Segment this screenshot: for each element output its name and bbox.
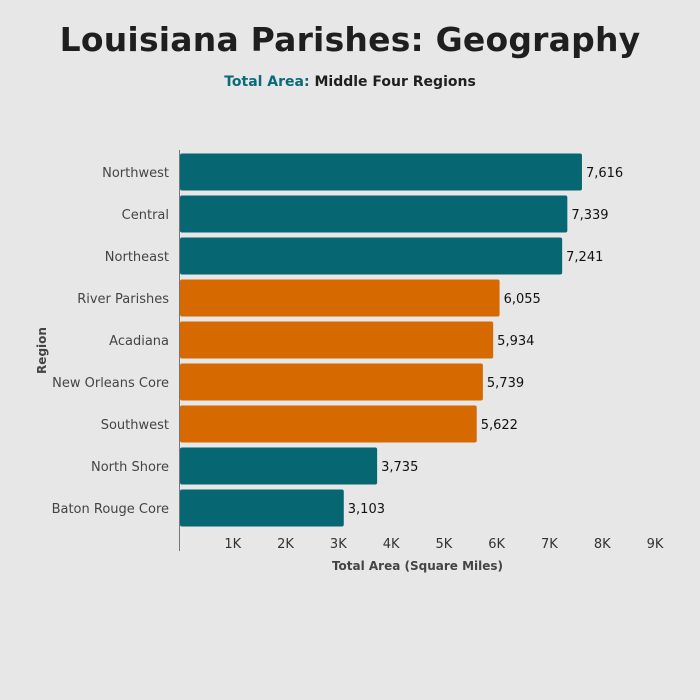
value-label: 5,739	[487, 376, 524, 391]
value-label: 3,103	[348, 502, 385, 517]
value-label: 7,616	[586, 166, 623, 181]
value-label: 5,934	[497, 334, 534, 349]
x-tick-label: 6K	[488, 537, 505, 552]
value-labels: 7,616 7,339 7,241 6,055 5,934 5,739 5,622 3,735…	[348, 166, 623, 517]
value-label: 7,241	[566, 250, 603, 265]
category-label: Baton Rouge Core	[52, 502, 169, 517]
x-tick-label: 1K	[224, 537, 241, 552]
category-label: Northwest	[102, 166, 169, 181]
category-label: North Shore	[91, 460, 169, 475]
x-axis-ticks: 1K 2K 3K 4K 5K 6K 7K 8K 9K	[224, 537, 663, 552]
bar-new-orleans-core	[180, 363, 483, 401]
x-tick-label: 3K	[330, 537, 347, 552]
x-tick-label: 5K	[435, 537, 452, 552]
x-axis-title: Total Area (Square Miles)	[332, 559, 503, 573]
x-tick-label: 4K	[383, 537, 400, 552]
bar-north-shore	[180, 447, 378, 485]
bar-northwest	[180, 153, 582, 191]
bar-southwest	[180, 405, 477, 443]
x-tick-label: 9K	[647, 537, 664, 552]
value-label: 7,339	[571, 208, 608, 223]
subtitle-accent: Total Area:	[224, 74, 310, 90]
category-label: Acadiana	[109, 334, 169, 349]
x-tick-label: 7K	[541, 537, 558, 552]
category-label: River Parishes	[77, 292, 169, 307]
chart-title: Louisiana Parishes: Geography	[59, 20, 641, 59]
bar-northeast	[180, 237, 563, 275]
bar-baton-rouge-core	[180, 489, 344, 527]
y-axis-title: Region	[35, 327, 49, 374]
x-tick-label: 8K	[594, 537, 611, 552]
value-label: 5,622	[481, 418, 518, 433]
bar-river-parishes	[180, 279, 500, 317]
subtitle-rest: Middle Four Regions	[309, 74, 476, 90]
bar-acadiana	[180, 321, 494, 359]
category-labels: Northwest Central Northeast River Parishes A…	[52, 166, 170, 517]
bar-central	[180, 195, 568, 233]
category-label: Northeast	[105, 250, 169, 265]
value-label: 6,055	[504, 292, 541, 307]
category-label: New Orleans Core	[52, 376, 169, 391]
x-tick-label: 2K	[277, 537, 294, 552]
bars-layer	[180, 153, 582, 527]
category-label: Central	[122, 208, 169, 223]
category-label: Southwest	[101, 418, 169, 433]
chart-subtitle: Total Area: Middle Four Regions	[0, 74, 700, 90]
value-label: 3,735	[381, 460, 418, 475]
